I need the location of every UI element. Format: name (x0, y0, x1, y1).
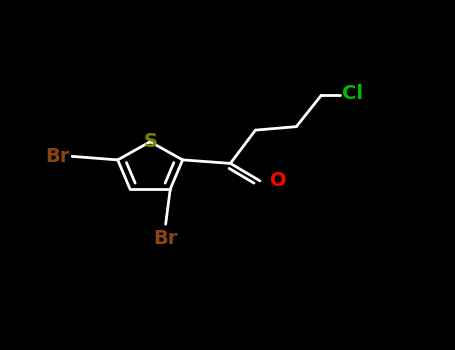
Text: S: S (143, 132, 157, 151)
Text: Br: Br (153, 230, 178, 248)
Text: Br: Br (46, 147, 70, 166)
Text: O: O (270, 172, 287, 190)
Text: Cl: Cl (342, 84, 363, 103)
